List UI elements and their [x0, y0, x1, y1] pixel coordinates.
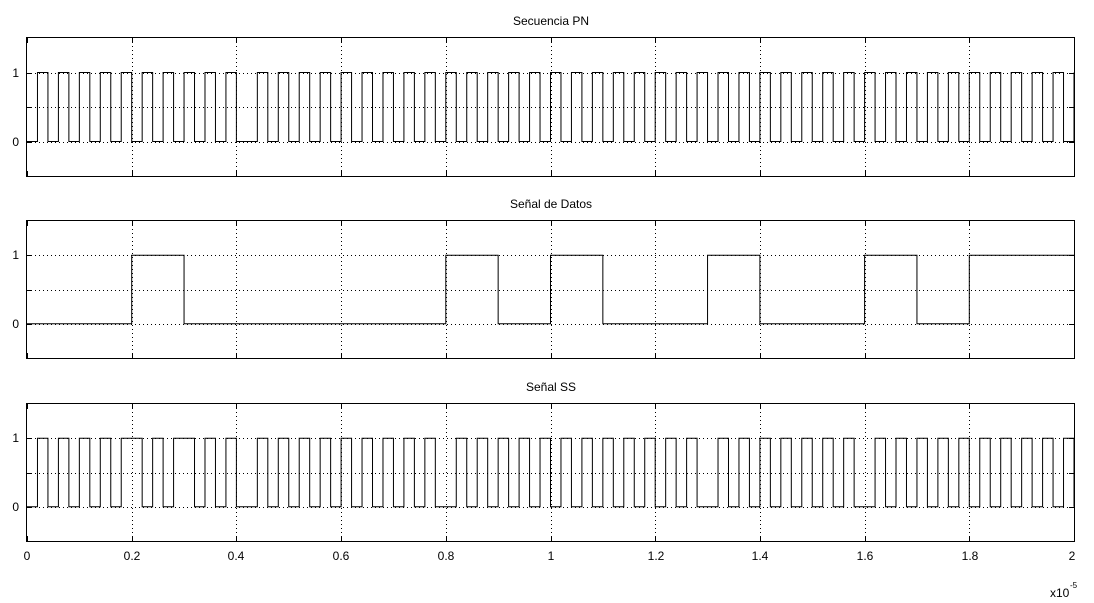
xtick-label: 2 [1069, 549, 1076, 563]
ss-ytick-label-0: 0 [12, 500, 19, 514]
data-signal-trace [27, 254, 1074, 325]
pn-signal-trace [27, 72, 1075, 142]
xtick-label: 0.8 [438, 549, 455, 563]
xtick-label: 1.6 [857, 549, 874, 563]
pn-title: Secuencia PN [513, 14, 589, 28]
xtick-label: 0.4 [228, 549, 245, 563]
data-ytick-label-0: 0 [12, 317, 19, 331]
data-axes-frame [26, 220, 1075, 359]
x-axis-multiplier-exponent: -5 [1070, 581, 1078, 590]
subplot-pn-sequence: Secuencia PN 1 0 [12, 14, 1075, 177]
xtick-label: 1.2 [648, 549, 665, 563]
subplot-ss-signal: Señal SS 1 0 0 0.2 0.4 0.6 0.8 1 1.2 1.4… [12, 380, 1077, 600]
data-ytick-label-1: 1 [12, 248, 19, 262]
data-ticks [27, 221, 1075, 358]
ss-ticks [27, 404, 1075, 541]
xtick-label: 1.8 [962, 549, 979, 563]
ss-signal-trace [27, 437, 1075, 508]
pn-ytick-label-1: 1 [12, 66, 19, 80]
x-tick-labels: 0 0.2 0.4 0.6 0.8 1 1.2 1.4 1.6 1.8 2 [24, 549, 1076, 563]
xtick-label: 1.4 [752, 549, 769, 563]
pn-ytick-label-0: 0 [12, 135, 19, 149]
xtick-label: 0.6 [333, 549, 350, 563]
xtick-label: 1 [548, 549, 555, 563]
data-title: Señal de Datos [510, 197, 592, 211]
pn-ticks [27, 38, 1075, 176]
subplot-data-signal: Señal de Datos 1 0 [12, 197, 1075, 359]
ss-title: Señal SS [526, 380, 576, 394]
xtick-label: 0.2 [124, 549, 141, 563]
ss-ytick-label-1: 1 [12, 431, 19, 445]
x-axis-multiplier: x10 [1050, 586, 1070, 600]
xtick-label: 0 [24, 549, 31, 563]
